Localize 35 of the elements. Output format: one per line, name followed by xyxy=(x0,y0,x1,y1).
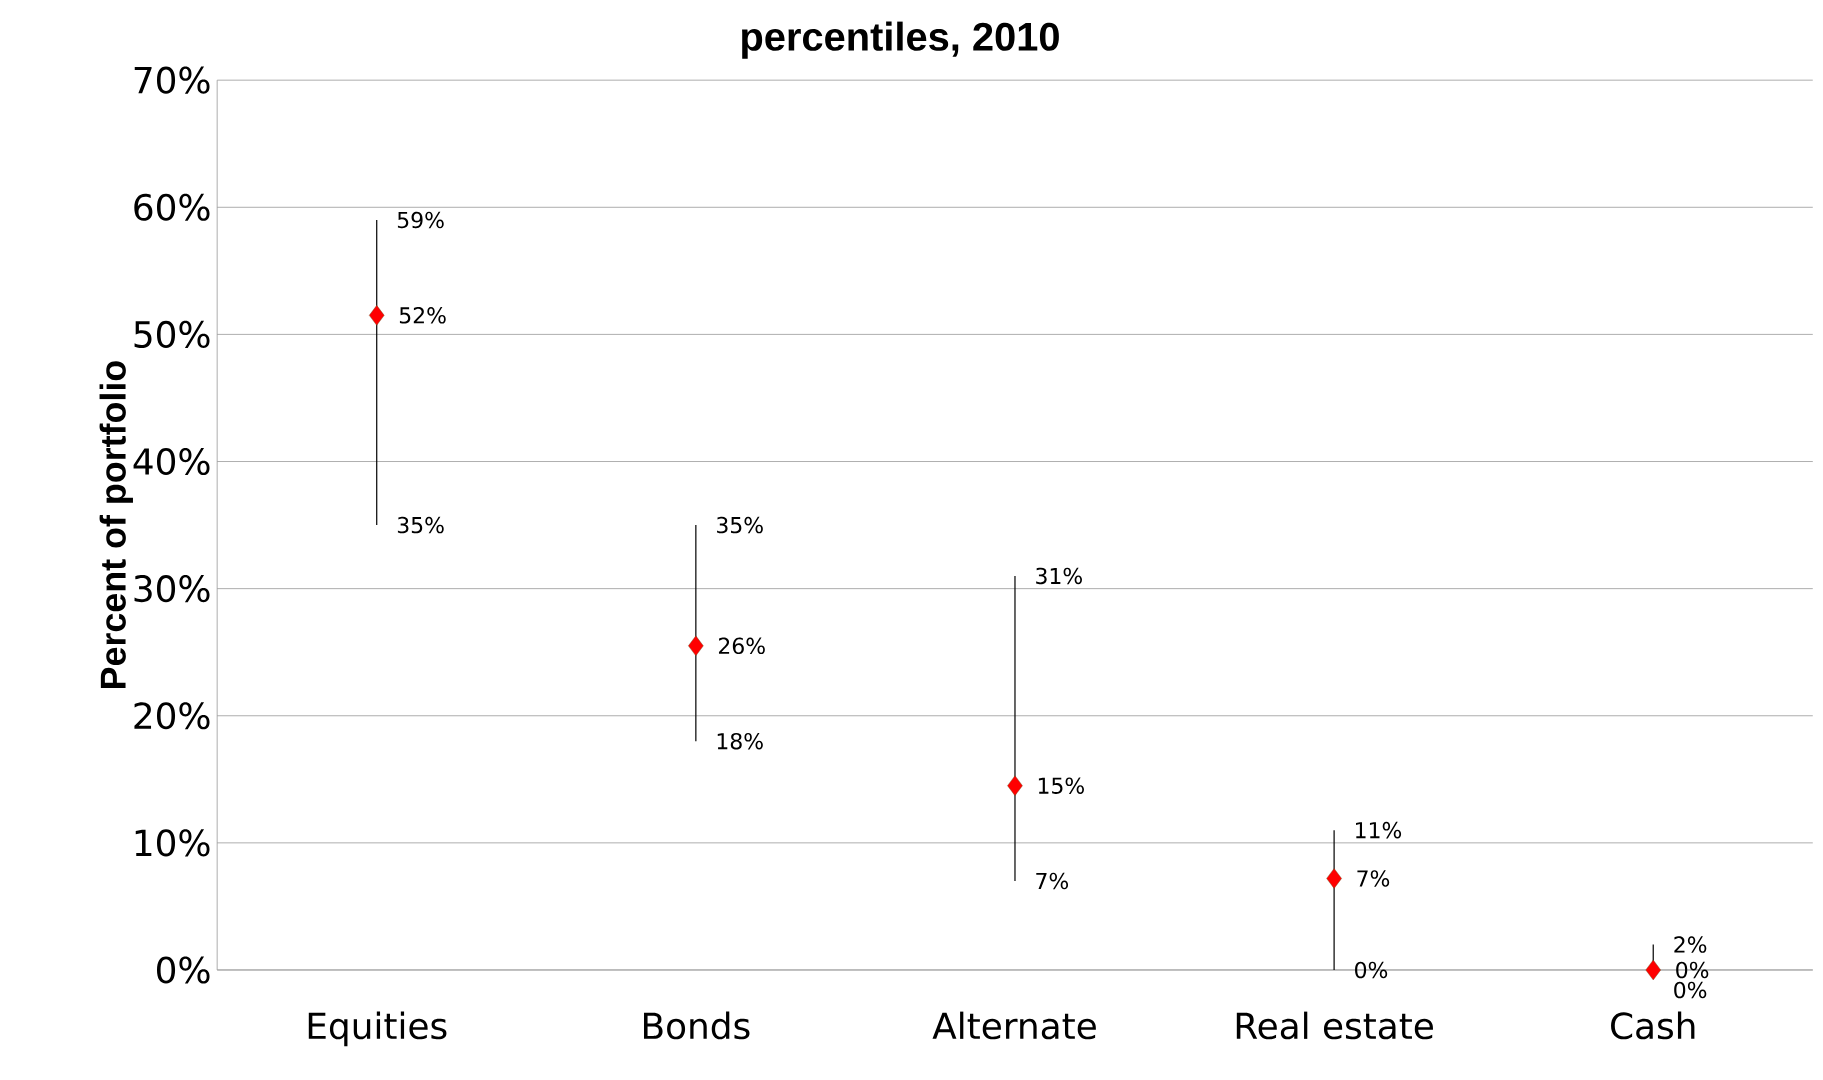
y-tick-label: 50% xyxy=(134,320,210,348)
point xyxy=(1645,959,1661,981)
y-tick-label: 0% xyxy=(156,956,210,984)
data-label: 0% xyxy=(1676,961,1709,979)
y-tick-label: 60% xyxy=(134,193,210,221)
point xyxy=(688,635,704,656)
y-tick-label: 10% xyxy=(135,829,210,857)
annotation: 35% xyxy=(717,516,763,534)
chart-title: percentiles, 2010 xyxy=(742,21,1059,59)
x-tick-label: Cash xyxy=(1611,1011,1695,1040)
annotation: 59% xyxy=(397,211,444,229)
annotation: 0% xyxy=(1355,961,1388,979)
y-tick-label: 70% xyxy=(134,66,210,94)
x-tick-label: Bonds xyxy=(644,1011,750,1040)
y-tick-label: 20% xyxy=(134,702,210,730)
annotation: 31% xyxy=(1036,567,1082,585)
data-label: 15% xyxy=(1038,777,1084,794)
y-tick-label: 30% xyxy=(134,575,210,603)
data-label: 26% xyxy=(718,637,765,655)
annotation: 18% xyxy=(717,732,763,750)
data-label: 7% xyxy=(1357,870,1390,887)
annotation: 35% xyxy=(397,516,444,534)
x-tick-label: Equities xyxy=(308,1011,447,1047)
annotation: 0% xyxy=(1674,981,1707,999)
point xyxy=(369,305,385,326)
x-tick-label: Alternate xyxy=(932,1011,1096,1040)
y-axis-title: Percent of portfolio xyxy=(99,361,133,688)
annotation: 11% xyxy=(1356,821,1402,839)
point xyxy=(1007,775,1023,796)
annotation: 2% xyxy=(1674,936,1707,953)
data-label: 52% xyxy=(399,306,446,324)
y-tick-label: 40% xyxy=(133,447,210,475)
annotation: 7% xyxy=(1036,872,1069,890)
point xyxy=(1326,868,1342,889)
x-tick-label: Real estate xyxy=(1236,1011,1433,1040)
